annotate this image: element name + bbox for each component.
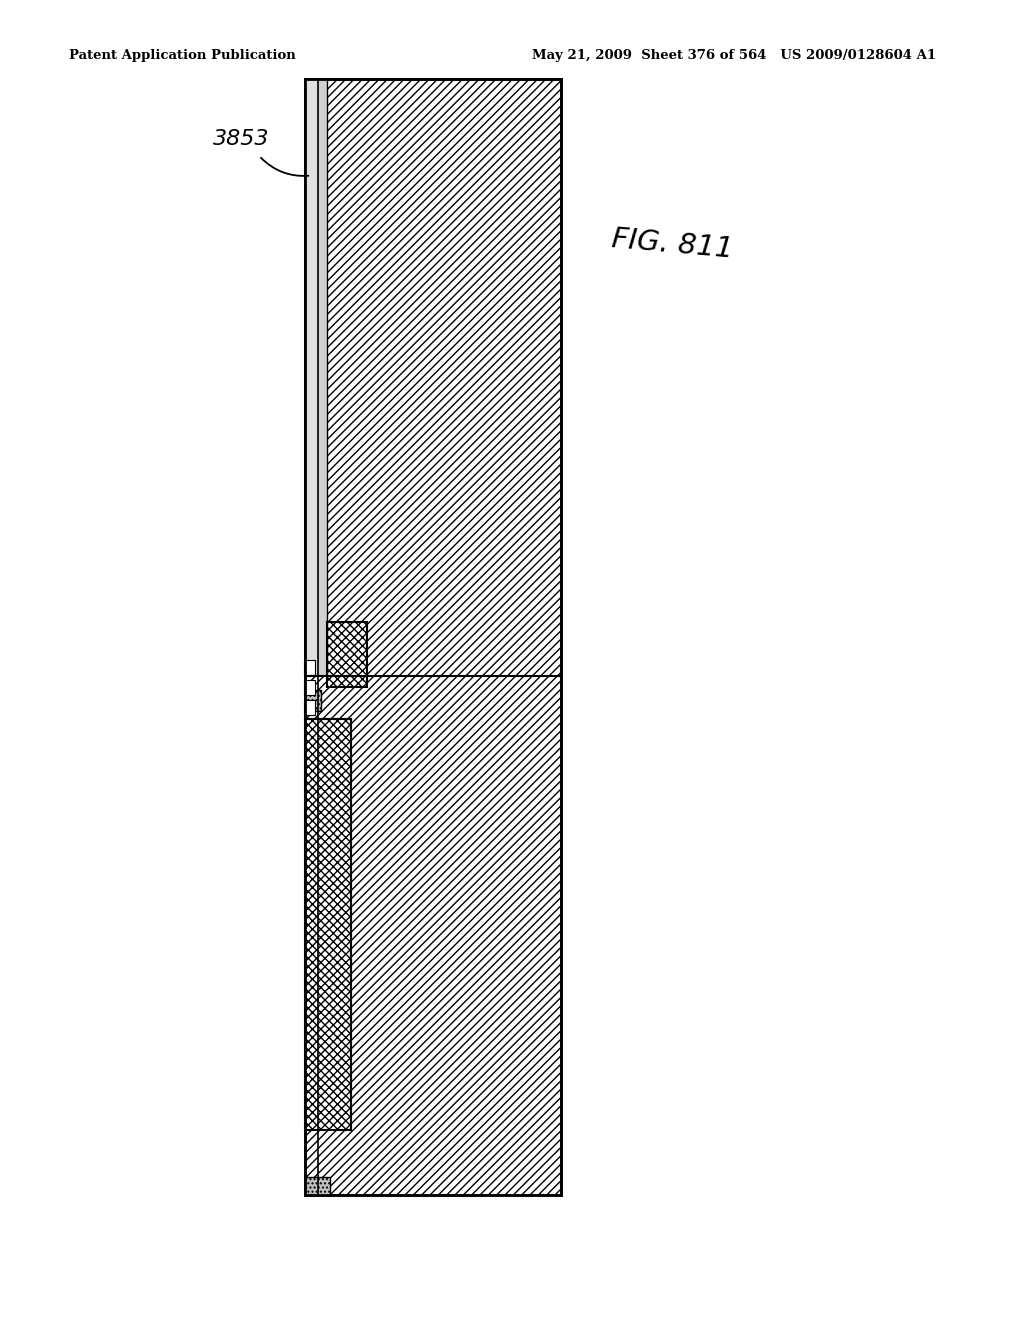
Bar	[305, 690, 322, 710]
Bar	[305, 79, 561, 1195]
Bar	[305, 1176, 330, 1195]
Text: May 21, 2009  Sheet 376 of 564   US 2009/0128604 A1: May 21, 2009 Sheet 376 of 564 US 2009/01…	[531, 49, 936, 62]
Bar	[305, 79, 561, 1195]
Bar	[304, 660, 314, 675]
Bar	[304, 680, 314, 694]
Bar	[304, 701, 314, 715]
Bar	[305, 79, 318, 676]
Text: Patent Application Publication: Patent Application Publication	[69, 49, 296, 62]
Text: FIG. 811: FIG. 811	[610, 224, 734, 264]
Bar	[305, 719, 351, 1130]
Text: 3853: 3853	[213, 128, 269, 149]
Bar	[318, 79, 327, 676]
Bar	[327, 623, 367, 688]
